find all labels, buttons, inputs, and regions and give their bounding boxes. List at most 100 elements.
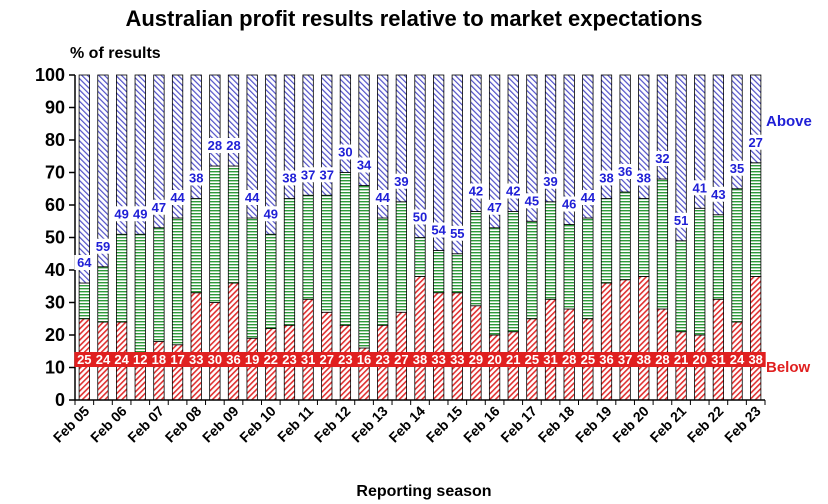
data-label-above: 34 [357, 158, 372, 173]
y-tick-label: 70 [45, 163, 65, 183]
data-label-above-bg [186, 170, 207, 186]
data-label-above-bg [223, 138, 244, 153]
y-tick-label: 50 [45, 228, 65, 248]
data-label-above: 46 [562, 197, 576, 212]
bar-above [600, 74, 613, 199]
data-label-above: 42 [506, 184, 520, 199]
x-tick-label: Feb 11 [274, 403, 316, 445]
data-label-below-bg [148, 352, 169, 367]
bar-above [209, 74, 221, 167]
bar-in-line [470, 211, 482, 307]
x-tick-label: Feb 18 [535, 403, 578, 446]
data-label-above-bg [428, 222, 449, 238]
bar-above [488, 74, 501, 229]
data-label-below: 33 [189, 352, 203, 367]
data-label-below-bg [484, 352, 505, 367]
x-tick-label: Feb 07 [124, 403, 167, 446]
data-label-below-bg [130, 352, 151, 367]
data-label-above-bg [708, 186, 729, 202]
data-label-above: 51 [674, 213, 688, 228]
bar-in-line [190, 198, 202, 294]
data-label-below-bg [447, 352, 468, 367]
data-label-above-bg [652, 151, 673, 166]
bar-in-line [526, 220, 538, 320]
bar-above [321, 74, 333, 196]
data-label-below: 24 [114, 352, 129, 367]
data-label-above: 49 [114, 206, 128, 221]
bar-in-line [78, 282, 90, 320]
y-tick-label: 20 [45, 325, 65, 345]
x-tick-label: Feb 19 [572, 403, 615, 446]
data-label-above-bg [279, 170, 300, 186]
data-label-below-bg [559, 352, 580, 367]
y-tick-label: 40 [45, 260, 65, 280]
bar-below [227, 282, 240, 401]
data-label-below: 21 [674, 352, 688, 367]
data-label-above: 37 [320, 167, 334, 182]
data-label-above: 49 [133, 206, 147, 221]
data-label-above-bg [335, 144, 356, 160]
data-label-below: 23 [338, 352, 352, 367]
data-label-above-bg [354, 157, 375, 173]
bar-in-line [246, 217, 258, 339]
data-label-below-bg [652, 352, 673, 367]
bar-in-line [171, 217, 184, 346]
data-label-below: 25 [525, 352, 539, 367]
bar-in-line [433, 250, 445, 294]
data-label-above-bg [503, 183, 524, 199]
legend-below: Below [766, 359, 811, 376]
data-label-above: 44 [581, 190, 596, 205]
data-label-above: 54 [431, 223, 446, 238]
data-label-above: 44 [170, 190, 185, 205]
data-label-above: 38 [282, 171, 296, 186]
x-tick-label: Feb 13 [348, 403, 391, 446]
data-label-below-bg [428, 352, 449, 367]
data-label-above-bg [465, 183, 486, 199]
data-label-above-bg [689, 180, 710, 196]
bar-above [433, 74, 445, 251]
data-label-above: 50 [413, 210, 427, 225]
data-label-above-bg [92, 238, 113, 254]
data-label-above-bg [260, 206, 281, 222]
data-label-above-bg [577, 190, 598, 205]
bar-in-line [97, 266, 109, 323]
bar-below [488, 334, 501, 401]
data-label-below: 29 [469, 352, 483, 367]
bar-above [190, 74, 202, 199]
data-label-above-bg [447, 225, 468, 241]
data-label-below: 22 [264, 352, 278, 367]
data-label-above-bg [559, 196, 580, 212]
data-label-above: 28 [208, 138, 222, 153]
data-label-below: 38 [637, 352, 651, 367]
bar-in-line [731, 188, 743, 323]
y-tick-label: 10 [45, 358, 65, 378]
data-label-above-bg [316, 167, 337, 183]
x-axis-label: Reporting season [356, 483, 491, 500]
bar-above [582, 74, 594, 219]
data-label-above-bg [596, 170, 617, 186]
bar-in-line [750, 162, 762, 277]
legend-above: Above [766, 113, 812, 130]
bar-above [395, 74, 407, 203]
data-label-below: 19 [245, 352, 259, 367]
bar-below [712, 298, 724, 401]
data-label-above-bg [410, 209, 430, 225]
data-label-below-bg [260, 352, 281, 367]
data-label-below: 20 [692, 352, 706, 367]
data-label-below-bg [279, 352, 300, 367]
data-label-below-bg [335, 352, 356, 367]
bar-above [134, 74, 146, 235]
bar-above [358, 74, 370, 186]
bar-below [619, 279, 631, 401]
data-label-below: 12 [133, 352, 147, 367]
data-label-above: 38 [637, 171, 651, 186]
data-label-below-bg [727, 352, 748, 367]
bar-in-line [544, 201, 557, 300]
bar-above [563, 74, 575, 225]
data-label-above: 42 [469, 184, 483, 199]
data-label-below-bg [298, 352, 319, 367]
bar-in-line [227, 165, 240, 284]
bar-above [507, 74, 519, 212]
